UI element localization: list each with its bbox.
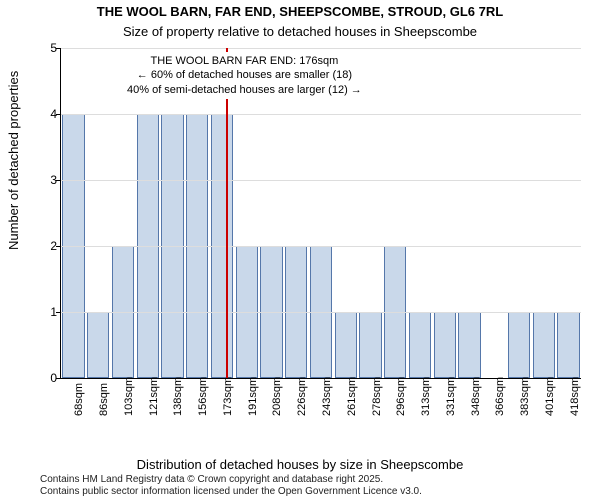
x-tick-label: 86sqm xyxy=(98,383,110,416)
gridline xyxy=(61,114,581,115)
y-tick-mark xyxy=(56,114,61,115)
x-tick-label: 226sqm xyxy=(296,377,308,416)
x-tick-label: 261sqm xyxy=(346,377,358,416)
y-tick-label: 3 xyxy=(33,173,57,187)
x-tick-label: 331sqm xyxy=(445,377,457,416)
bar xyxy=(434,312,456,378)
bar xyxy=(557,312,579,378)
plot-area: 01234568sqm86sqm103sqm121sqm138sqm156sqm… xyxy=(60,48,581,379)
x-tick-label: 366sqm xyxy=(494,377,506,416)
footer: Contains HM Land Registry data © Crown c… xyxy=(40,474,590,498)
x-axis-label: Distribution of detached houses by size … xyxy=(0,457,600,472)
x-tick-label: 243sqm xyxy=(321,377,333,416)
x-tick-label: 173sqm xyxy=(222,377,234,416)
x-tick-label: 313sqm xyxy=(420,377,432,416)
y-tick-label: 2 xyxy=(33,239,57,253)
annotation-line-3: 40% of semi-detached houses are larger (… xyxy=(127,83,362,97)
bar xyxy=(508,312,530,378)
annotation-line-1: THE WOOL BARN FAR END: 176sqm xyxy=(127,54,362,68)
x-tick-label: 103sqm xyxy=(123,377,135,416)
y-tick-mark xyxy=(56,246,61,247)
x-tick-label: 278sqm xyxy=(371,377,383,416)
gridline xyxy=(61,246,581,247)
x-tick-label: 121sqm xyxy=(148,377,160,416)
y-tick-label: 1 xyxy=(33,305,57,319)
x-tick-label: 208sqm xyxy=(271,377,283,416)
bar xyxy=(87,312,109,378)
bar xyxy=(533,312,555,378)
chart-subtitle: Size of property relative to detached ho… xyxy=(0,24,600,39)
y-tick-label: 0 xyxy=(33,371,57,385)
x-tick-label: 156sqm xyxy=(197,377,209,416)
chart-title: THE WOOL BARN, FAR END, SHEEPSCOMBE, STR… xyxy=(0,4,600,19)
x-tick-label: 68sqm xyxy=(73,383,85,416)
x-tick-label: 138sqm xyxy=(172,377,184,416)
bar xyxy=(458,312,480,378)
gridline xyxy=(61,312,581,313)
annotation-box: THE WOOL BARN FAR END: 176sqm← 60% of de… xyxy=(121,52,368,99)
chart-container: THE WOOL BARN, FAR END, SHEEPSCOMBE, STR… xyxy=(0,0,600,500)
x-tick-label: 418sqm xyxy=(569,377,581,416)
bar xyxy=(359,312,381,378)
bar xyxy=(335,312,357,378)
annotation-line-2: ← 60% of detached houses are smaller (18… xyxy=(127,68,362,82)
y-tick-mark xyxy=(56,48,61,49)
gridline xyxy=(61,48,581,49)
x-tick-label: 296sqm xyxy=(395,377,407,416)
x-tick-label: 401sqm xyxy=(544,377,556,416)
footer-line-2: Contains public sector information licen… xyxy=(40,486,590,498)
y-tick-label: 5 xyxy=(33,41,57,55)
footer-line-1: Contains HM Land Registry data © Crown c… xyxy=(40,474,590,486)
x-tick-label: 191sqm xyxy=(247,377,259,416)
x-tick-label: 383sqm xyxy=(519,377,531,416)
bar xyxy=(409,312,431,378)
y-axis-label: Number of detached properties xyxy=(6,71,21,250)
x-tick-label: 348sqm xyxy=(470,377,482,416)
y-tick-mark xyxy=(56,312,61,313)
y-tick-label: 4 xyxy=(33,107,57,121)
y-tick-mark xyxy=(56,378,61,379)
y-tick-mark xyxy=(56,180,61,181)
gridline xyxy=(61,180,581,181)
